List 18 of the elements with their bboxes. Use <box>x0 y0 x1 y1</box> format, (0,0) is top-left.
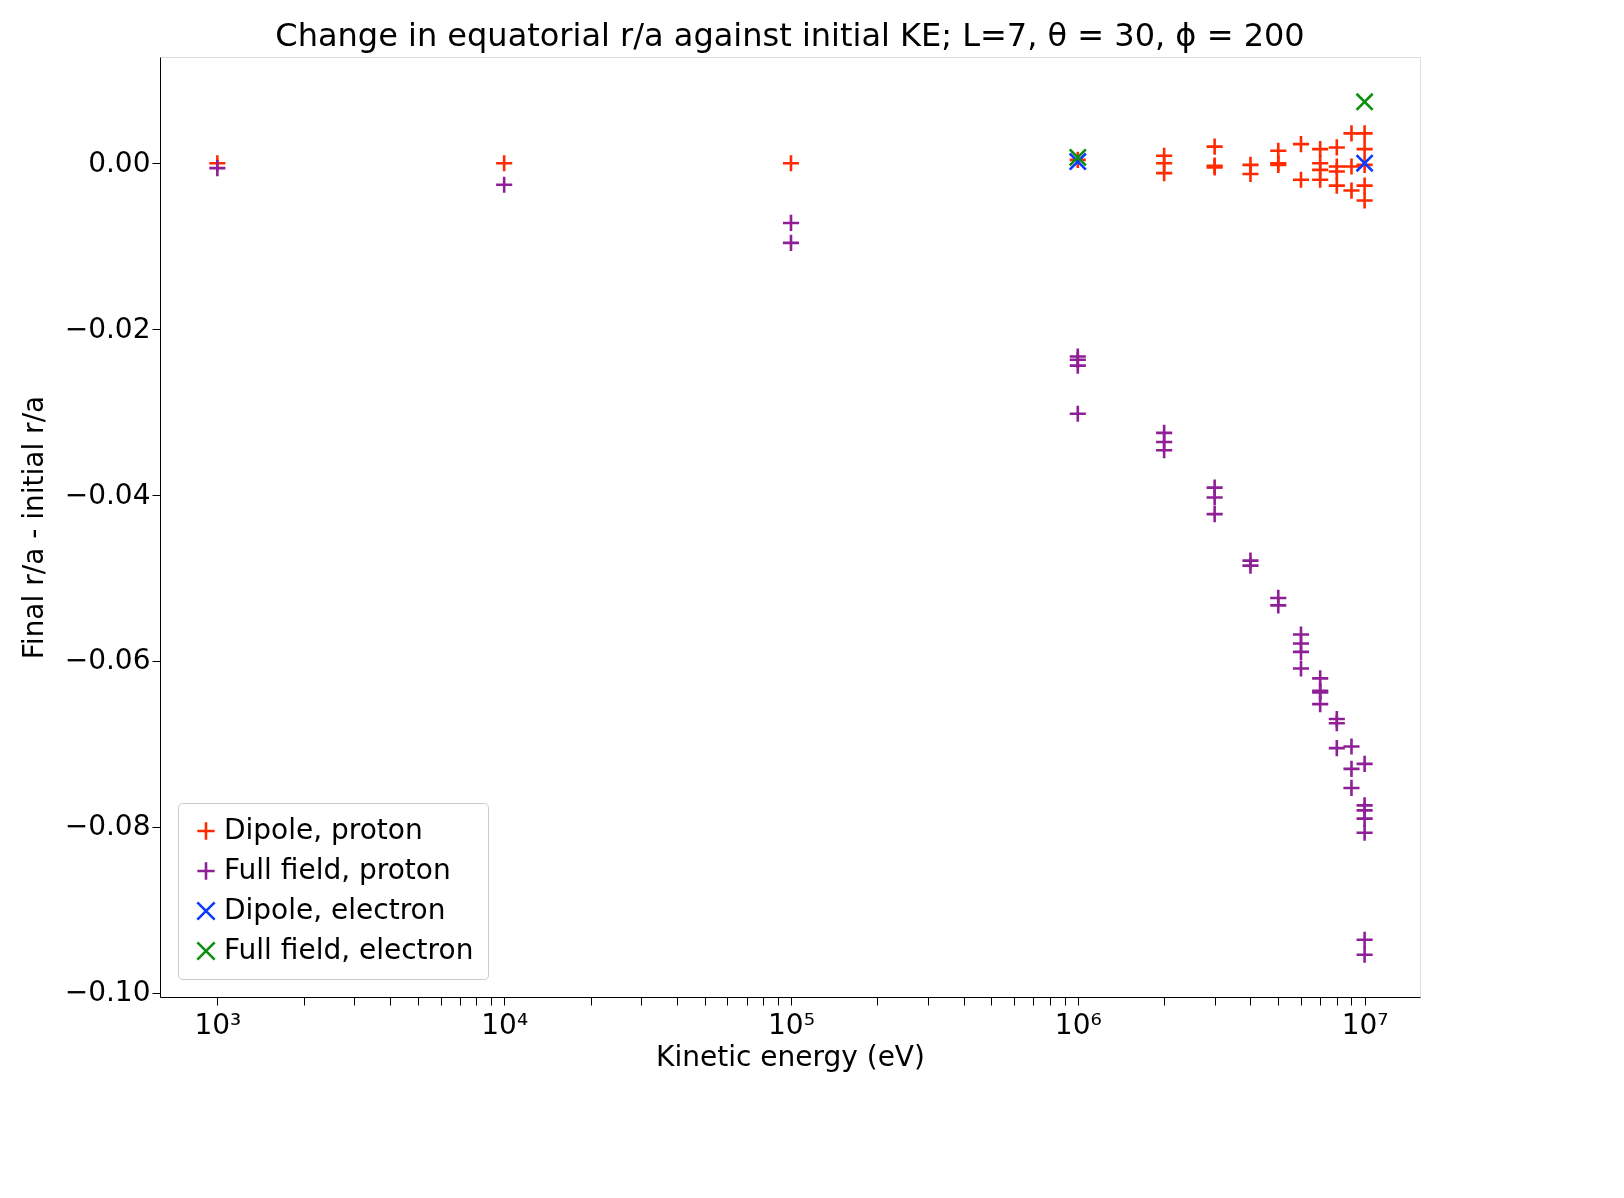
chart-title: Change in equatorial r/a against initial KE; L=7, θ = 30, ϕ = 200 <box>275 16 1305 54</box>
y-tick-label: −0.08 <box>64 809 151 843</box>
y-tick-label: −0.10 <box>64 975 151 1009</box>
x-tick-label: 10⁴ <box>481 1007 529 1041</box>
y-axis-title: Final r/a - initial r/a <box>16 395 50 660</box>
x-tick-label: 10⁷ <box>1341 1007 1389 1041</box>
legend-label: Full field, proton <box>224 853 451 886</box>
x-tick-label: 10³ <box>194 1007 242 1041</box>
y-tick-label: −0.06 <box>64 643 151 677</box>
y-tick-label: −0.04 <box>64 477 151 511</box>
legend-label: Dipole, proton <box>224 813 423 846</box>
legend-label: Dipole, electron <box>224 893 446 926</box>
x-tick-label: 10⁵ <box>768 1007 815 1041</box>
legend-label: Full field, electron <box>224 933 474 966</box>
x-tick-label: 10⁶ <box>1054 1007 1102 1041</box>
y-tick-label: 0.00 <box>88 145 151 179</box>
x-axis-title: Kinetic energy (eV) <box>656 1039 925 1073</box>
y-tick-label: −0.02 <box>64 311 151 345</box>
